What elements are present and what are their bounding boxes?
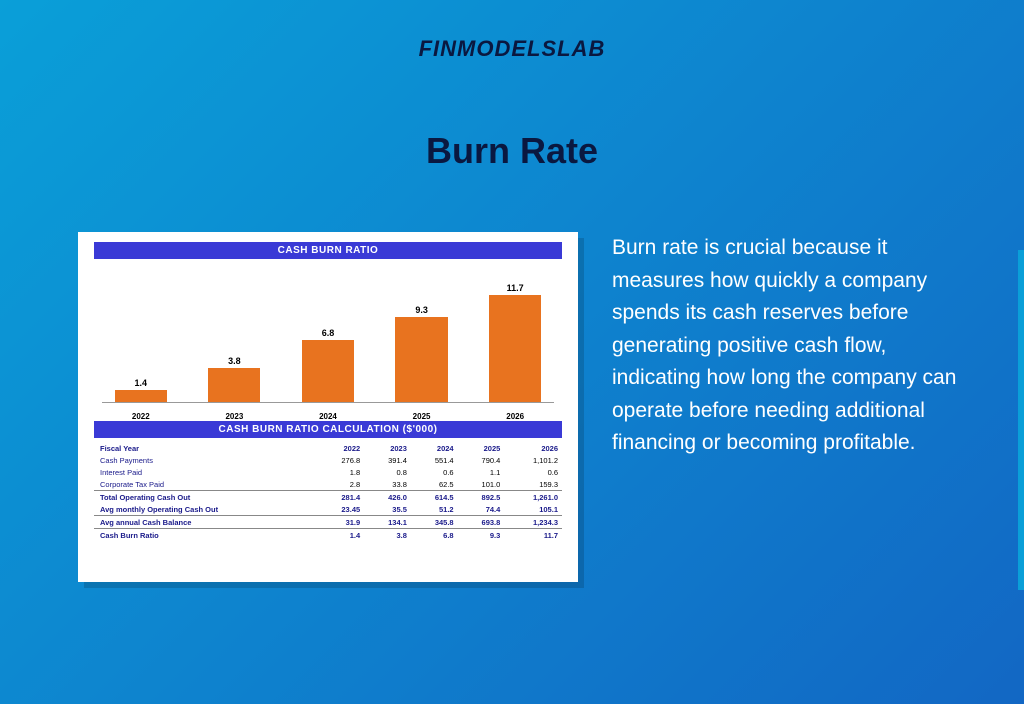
- row-value: 426.0: [364, 491, 411, 504]
- x-tick: 2022: [99, 412, 183, 421]
- row-value: 74.4: [458, 503, 505, 516]
- x-tick: 2025: [379, 412, 463, 421]
- row-value: 3.8: [364, 529, 411, 542]
- row-label: Cash Burn Ratio: [94, 529, 317, 542]
- bar-value-label: 9.3: [415, 305, 428, 315]
- table-header-year: 2026: [504, 442, 562, 454]
- bar-value-label: 11.7: [507, 283, 524, 293]
- row-value: 892.5: [458, 491, 505, 504]
- table-row: Interest Paid1.80.80.61.10.6: [94, 466, 562, 478]
- bar: [395, 317, 447, 403]
- description-text: Burn rate is crucial because it measures…: [612, 232, 957, 460]
- page-title: Burn Rate: [426, 130, 598, 172]
- table-header-year: 2025: [458, 442, 505, 454]
- table-row: Total Operating Cash Out281.4426.0614.58…: [94, 491, 562, 504]
- row-value: 281.4: [317, 491, 364, 504]
- bar-2022: 1.4: [99, 378, 183, 403]
- row-value: 790.4: [458, 454, 505, 466]
- chart-baseline: [102, 402, 554, 403]
- row-label: Interest Paid: [94, 466, 317, 478]
- row-label: Corporate Tax Paid: [94, 478, 317, 491]
- row-value: 105.1: [504, 503, 562, 516]
- row-value: 62.5: [411, 478, 458, 491]
- row-value: 1.8: [317, 466, 364, 478]
- row-value: 0.8: [364, 466, 411, 478]
- row-value: 2.8: [317, 478, 364, 491]
- bar-value-label: 3.8: [228, 356, 241, 366]
- row-value: 1.1: [458, 466, 505, 478]
- x-tick: 2023: [192, 412, 276, 421]
- table-row: Cash Payments276.8391.4551.4790.41,101.2: [94, 454, 562, 466]
- bar-2023: 3.8: [192, 356, 276, 403]
- bar-2026: 11.7: [473, 283, 557, 403]
- row-value: 134.1: [364, 516, 411, 529]
- row-value: 33.8: [364, 478, 411, 491]
- table-header-label: Fiscal Year: [94, 442, 317, 454]
- row-value: 159.3: [504, 478, 562, 491]
- row-value: 693.8: [458, 516, 505, 529]
- bar-value-label: 6.8: [322, 328, 335, 338]
- table-header-year: 2023: [364, 442, 411, 454]
- row-value: 551.4: [411, 454, 458, 466]
- table-header-year: 2024: [411, 442, 458, 454]
- row-value: 1,234.3: [504, 516, 562, 529]
- row-label: Avg annual Cash Balance: [94, 516, 317, 529]
- row-value: 101.0: [458, 478, 505, 491]
- row-value: 6.8: [411, 529, 458, 542]
- row-value: 614.5: [411, 491, 458, 504]
- row-value: 391.4: [364, 454, 411, 466]
- row-value: 345.8: [411, 516, 458, 529]
- row-value: 11.7: [504, 529, 562, 542]
- row-value: 1.4: [317, 529, 364, 542]
- row-value: 0.6: [504, 466, 562, 478]
- table-row: Cash Burn Ratio1.43.86.89.311.7: [94, 529, 562, 542]
- bar: [489, 295, 541, 403]
- bar-chart: 1.4 3.8 6.8 9.3 11.7 2022 2023 2024 2025 2026: [94, 261, 562, 421]
- row-value: 9.3: [458, 529, 505, 542]
- table-row: Avg monthly Operating Cash Out23.4535.55…: [94, 503, 562, 516]
- bar: [208, 368, 260, 403]
- row-value: 276.8: [317, 454, 364, 466]
- row-value: 0.6: [411, 466, 458, 478]
- bar-2024: 6.8: [286, 328, 370, 403]
- table-header-year: 2022: [317, 442, 364, 454]
- x-tick: 2026: [473, 412, 557, 421]
- table-row: Avg annual Cash Balance31.9134.1345.8693…: [94, 516, 562, 529]
- row-label: Avg monthly Operating Cash Out: [94, 503, 317, 516]
- row-value: 1,261.0: [504, 491, 562, 504]
- table-row: Corporate Tax Paid2.833.862.5101.0159.3: [94, 478, 562, 491]
- row-value: 35.5: [364, 503, 411, 516]
- bar: [302, 340, 354, 403]
- bar-value-label: 1.4: [135, 378, 148, 388]
- table-title: CASH BURN RATIO CALCULATION ($'000): [94, 421, 562, 438]
- bar-2025: 9.3: [379, 305, 463, 403]
- calc-table: Fiscal Year20222023202420252026 Cash Pay…: [94, 442, 562, 541]
- row-value: 31.9: [317, 516, 364, 529]
- x-tick: 2024: [286, 412, 370, 421]
- row-value: 1,101.2: [504, 454, 562, 466]
- accent-bar: [1018, 250, 1024, 590]
- row-value: 23.45: [317, 503, 364, 516]
- chart-title: CASH BURN RATIO: [94, 242, 562, 259]
- row-value: 51.2: [411, 503, 458, 516]
- brand-logo: FINMODELSLAB: [419, 36, 606, 62]
- chart-panel: CASH BURN RATIO 1.43.86.89.311.7 2022202…: [78, 232, 578, 582]
- row-label: Total Operating Cash Out: [94, 491, 317, 504]
- row-label: Cash Payments: [94, 454, 317, 466]
